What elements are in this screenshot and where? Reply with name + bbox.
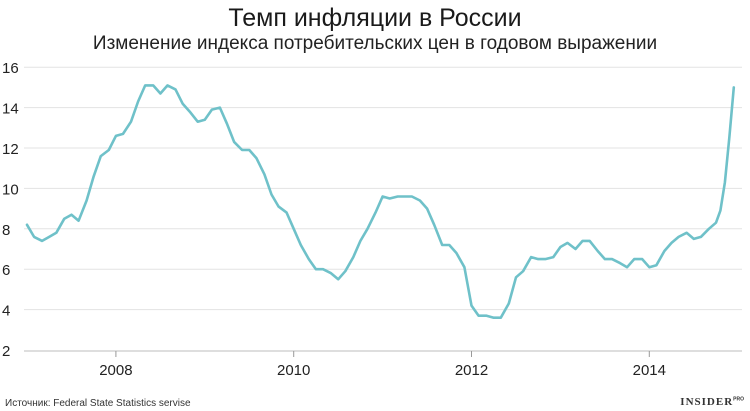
chart-subtitle: Изменение индекса потребительских цен в … [92,33,658,54]
source-note: Источник: Federal State Statistics servi… [5,398,191,409]
y-tick-labels: 2 4 6 8 10 12 14 16 [2,60,19,360]
series-layer [25,84,736,320]
insider-logo: INSIDERPRO [680,396,744,408]
y-tick-label-14: 14 [2,101,19,118]
y-tick-label-4: 4 [2,303,10,320]
y-tick-label-16: 16 [2,60,19,77]
y-tick-label-6: 6 [2,262,10,279]
logo-text: INSIDER [680,396,734,408]
y-tick-label-12: 12 [2,141,19,158]
x-tick-labels: 2008 2010 2012 2014 [99,362,666,379]
series-line-0 [25,84,736,320]
x-tick-label-2014: 2014 [633,362,666,379]
chart-title: Темп инфляции в России [228,4,522,32]
x-axis [24,350,742,357]
x-tick-label-2012: 2012 [455,362,488,379]
y-tick-label-8: 8 [2,222,10,239]
x-tick-label-2008: 2008 [99,362,132,379]
logo-suffix: PRO [733,396,744,403]
x-tick-label-2010: 2010 [277,362,310,379]
y-tick-label-10: 10 [2,181,19,198]
y-tick-label-2: 2 [2,343,10,360]
grid-lines [24,66,742,311]
